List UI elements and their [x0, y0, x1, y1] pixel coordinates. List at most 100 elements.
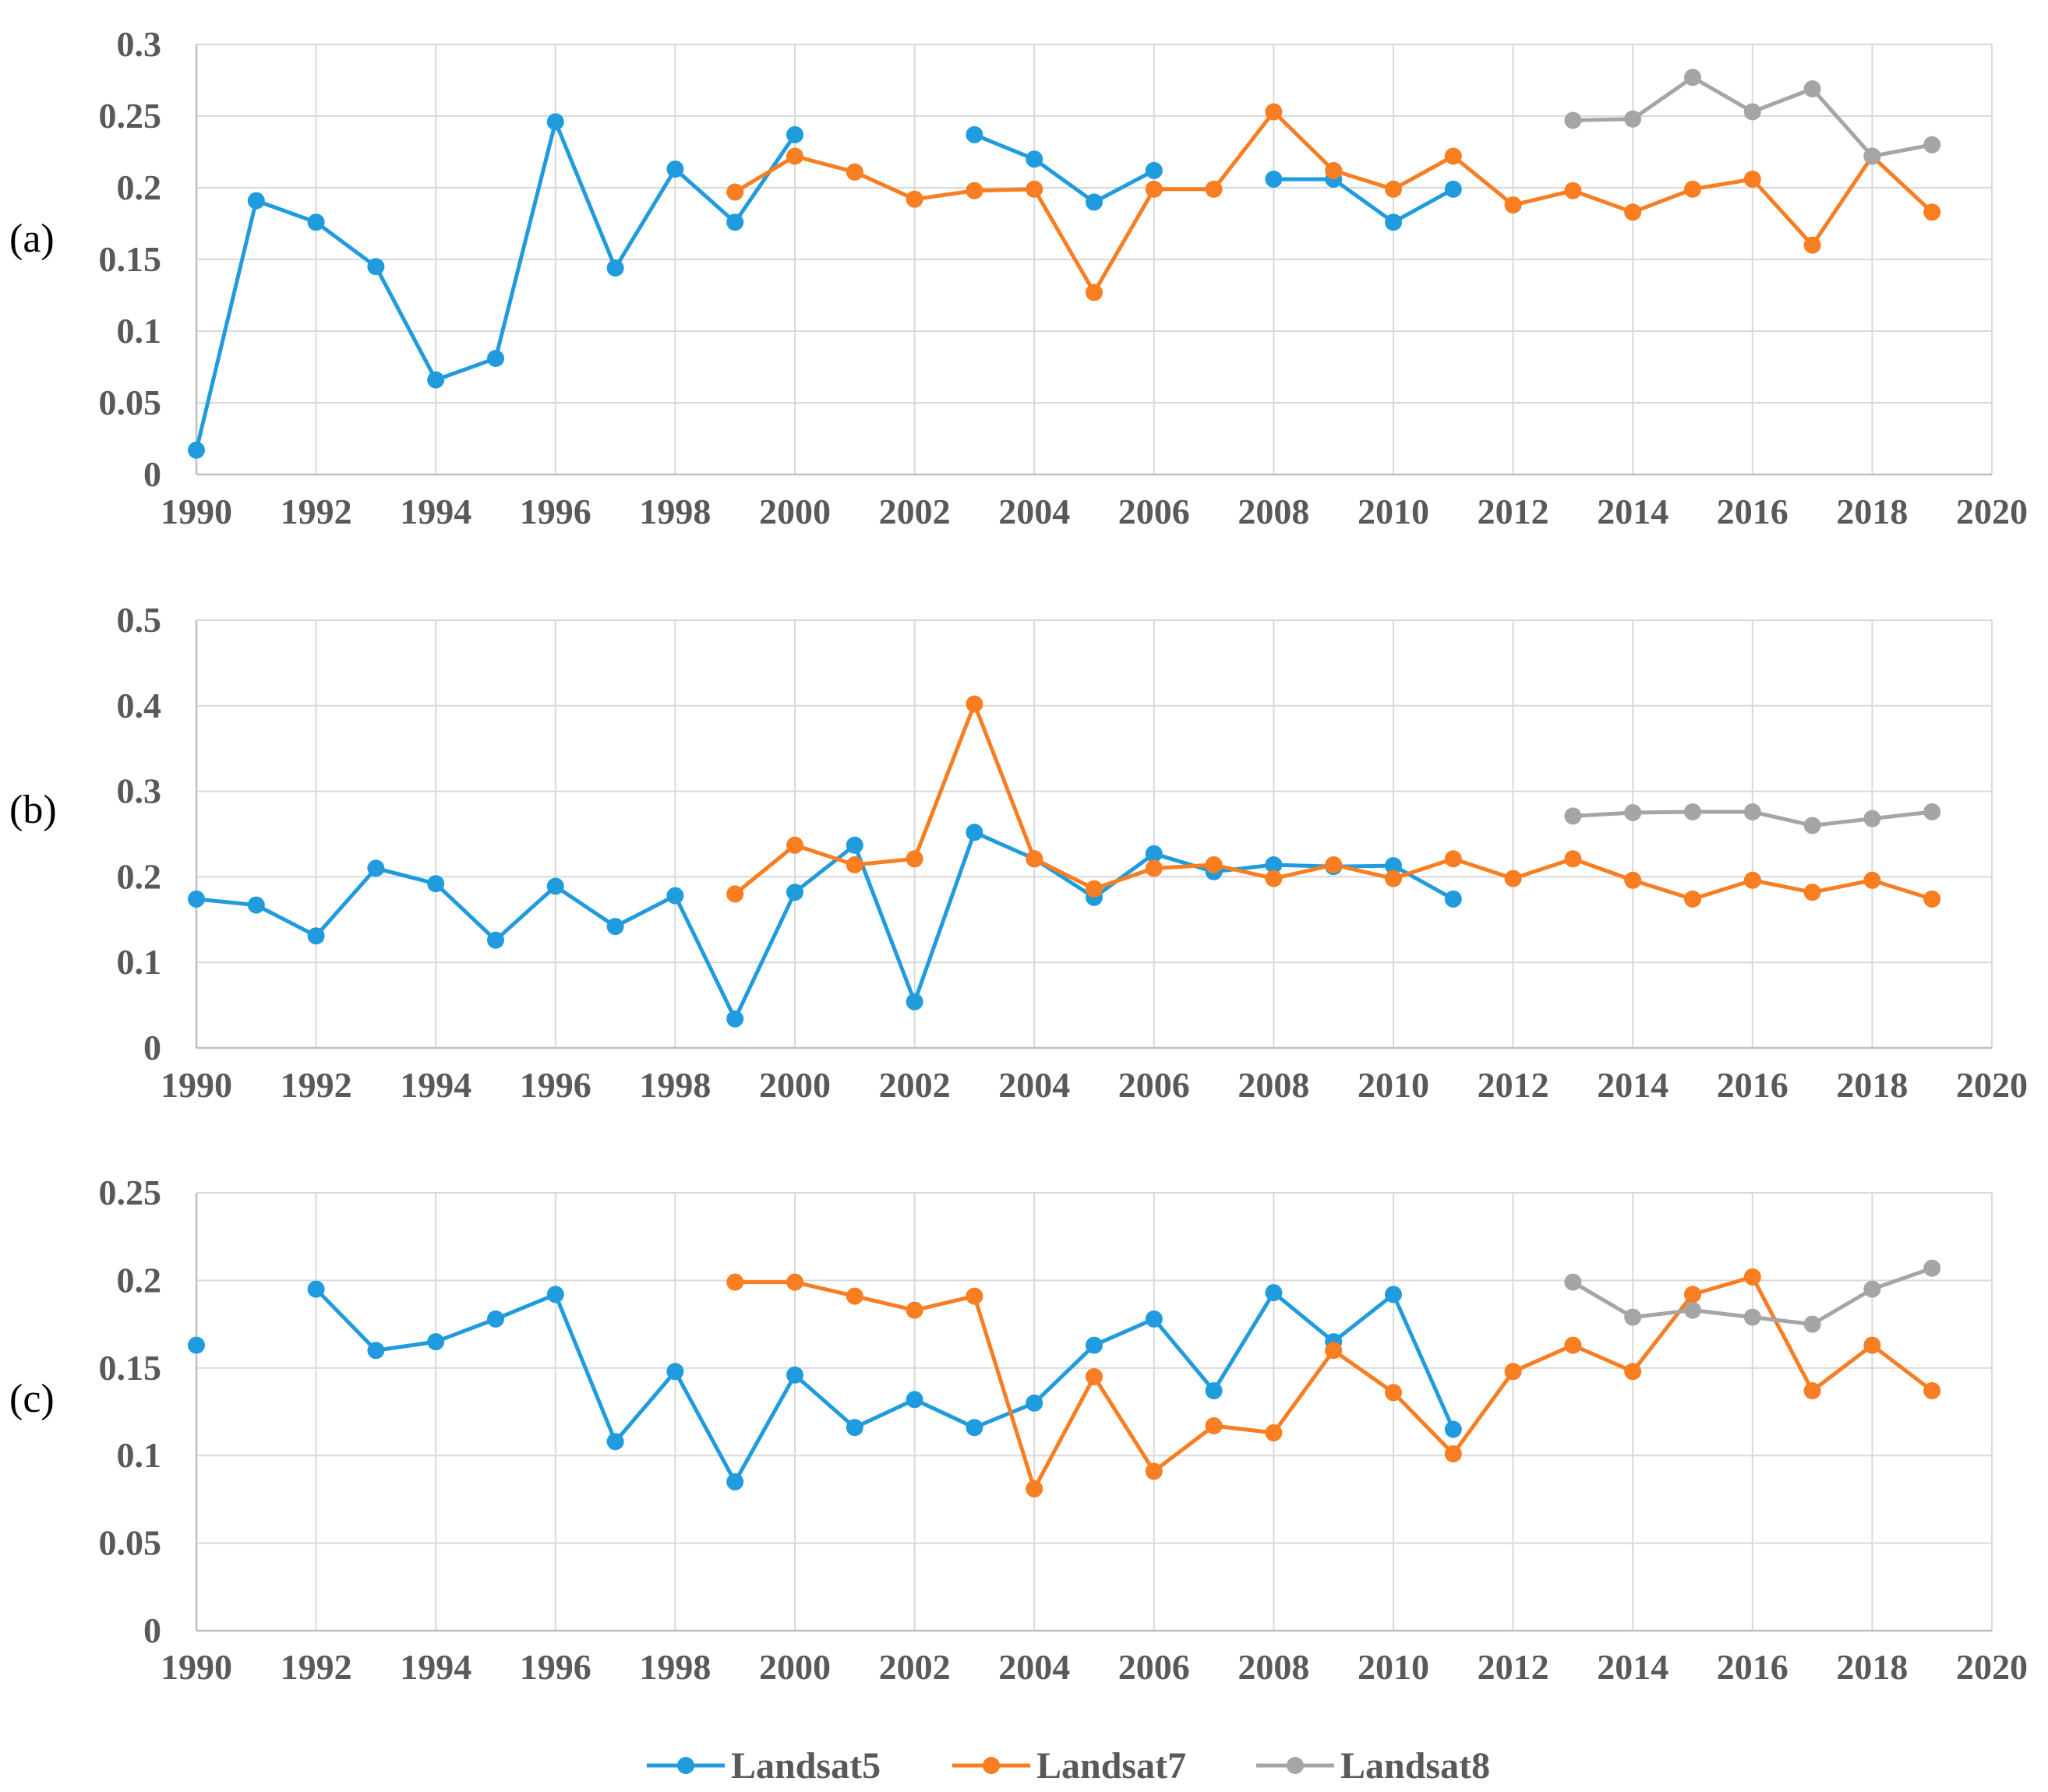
data-point	[247, 192, 265, 210]
data-point	[906, 1301, 923, 1319]
x-tick-label: 2018	[1836, 492, 1908, 531]
data-point	[1265, 1424, 1283, 1441]
data-point	[1265, 856, 1283, 873]
series-landsat7	[726, 1268, 1941, 1497]
y-tick-label: 0.2	[117, 1260, 162, 1300]
data-point	[1564, 1336, 1582, 1354]
data-point	[1325, 161, 1343, 179]
data-point	[1205, 856, 1223, 873]
y-tick-label: 0.3	[117, 24, 162, 64]
x-tick-label: 2014	[1597, 1065, 1668, 1105]
series-landsat5	[188, 113, 1462, 459]
data-point	[786, 1273, 803, 1291]
data-point	[1504, 870, 1522, 887]
data-point	[1923, 136, 1941, 153]
y-tick-label: 0.5	[117, 600, 162, 640]
data-point	[1026, 1394, 1043, 1412]
data-point	[1863, 810, 1881, 827]
data-point	[1564, 850, 1582, 868]
x-tick-label: 2002	[879, 1647, 951, 1687]
data-point	[307, 1280, 325, 1298]
data-point	[1743, 1268, 1761, 1286]
data-point	[1026, 150, 1043, 168]
data-point	[1684, 180, 1701, 198]
data-point	[966, 182, 983, 199]
data-point	[786, 836, 803, 854]
data-point	[1803, 817, 1821, 834]
data-point	[1564, 182, 1582, 199]
data-point	[427, 875, 445, 893]
data-point	[1803, 236, 1821, 254]
data-point	[1026, 850, 1043, 868]
data-point	[1743, 1308, 1761, 1326]
data-point	[1684, 803, 1701, 820]
data-point	[188, 441, 205, 459]
data-point	[1385, 1384, 1402, 1402]
data-point	[786, 884, 803, 901]
data-point	[726, 885, 744, 903]
data-point	[1564, 807, 1582, 825]
x-tick-label: 2006	[1118, 1647, 1190, 1687]
data-point	[1684, 1286, 1701, 1303]
data-point	[1923, 203, 1941, 221]
data-point	[487, 350, 504, 367]
y-tick-label: 0.25	[99, 1173, 162, 1212]
series-line	[196, 830, 1455, 1021]
x-tick-label: 2018	[1836, 1065, 1908, 1105]
data-point	[427, 371, 445, 389]
x-tick-label: 2000	[759, 1647, 831, 1687]
x-tick-label: 1994	[400, 492, 471, 531]
data-point	[1743, 803, 1761, 820]
x-tick-label: 2018	[1836, 1647, 1908, 1687]
x-tick-label: 2020	[1956, 1065, 2028, 1105]
legend-marker	[1287, 1757, 1304, 1774]
x-tick-label: 1998	[639, 492, 711, 531]
data-point	[1086, 1336, 1103, 1354]
data-point	[1444, 1445, 1462, 1462]
data-point	[1923, 1259, 1941, 1277]
y-tick-label: 0.15	[99, 1348, 162, 1388]
data-point	[1624, 1308, 1642, 1326]
data-point	[487, 931, 504, 949]
data-point	[1803, 884, 1821, 901]
data-point	[966, 1419, 983, 1437]
legend-item-landsat7: Landsat7	[952, 1745, 1186, 1787]
x-tick-label: 1992	[281, 1647, 352, 1687]
x-tick-label: 2012	[1478, 1065, 1549, 1105]
series-line	[973, 132, 1155, 204]
x-tick-label: 2000	[759, 492, 831, 531]
x-tick-label: 1998	[639, 1647, 711, 1687]
data-point	[307, 927, 325, 945]
data-point	[1444, 180, 1462, 198]
data-point	[1086, 193, 1103, 211]
data-point	[1325, 1342, 1343, 1360]
data-point	[786, 1366, 803, 1384]
data-point	[1803, 1382, 1821, 1399]
data-point	[726, 183, 744, 201]
x-tick-label: 1990	[161, 1065, 232, 1105]
panel-label: (a)	[9, 217, 55, 261]
data-point	[188, 890, 205, 908]
data-point	[367, 859, 385, 877]
x-tick-label: 2006	[1118, 492, 1190, 531]
x-tick-label: 2020	[1956, 1647, 2028, 1687]
data-point	[1385, 870, 1402, 887]
data-point	[906, 190, 923, 208]
panel-a: 0 0.05 0.1 0.15 0.2 0.25 0.3 1990 1992 1994 1996 19…	[9, 24, 2028, 531]
data-point	[1684, 69, 1701, 86]
legend-item-landsat5: Landsat5	[647, 1745, 881, 1787]
y-tick-label: 0.4	[117, 686, 162, 725]
data-point	[846, 1419, 863, 1437]
x-tick-label: 2016	[1717, 1647, 1788, 1687]
data-point	[1803, 80, 1821, 97]
data-point	[726, 1010, 744, 1028]
y-tick-label: 0.1	[117, 1435, 162, 1475]
data-point	[726, 1473, 744, 1490]
data-point	[1684, 1301, 1701, 1319]
data-point	[606, 259, 624, 277]
x-tick-label: 2000	[759, 1065, 831, 1105]
data-point	[1624, 804, 1642, 821]
x-tick-label: 2016	[1717, 492, 1788, 531]
data-point	[726, 1273, 744, 1291]
